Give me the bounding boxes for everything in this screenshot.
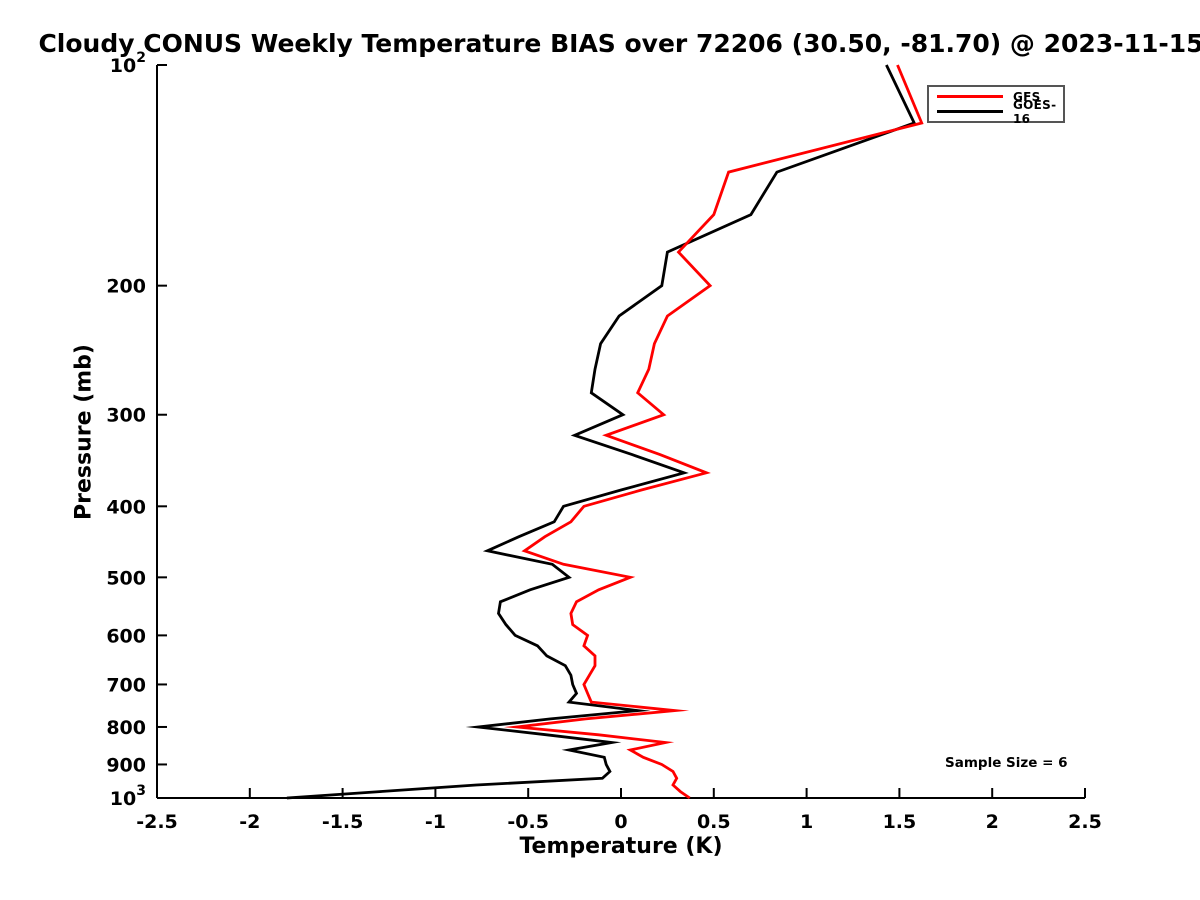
- y-tick-label: 400: [106, 496, 146, 518]
- y-tick-label: 103: [110, 783, 146, 810]
- x-tick-label: 0: [614, 811, 627, 833]
- x-axis-label: Temperature (K): [519, 834, 723, 859]
- sample-size-annotation: Sample Size = 6: [945, 755, 1068, 771]
- x-tick-label: -1: [425, 811, 446, 833]
- legend-entry-gfs: GFS: [937, 89, 1063, 104]
- legend-label-goes-16: GOES-16: [1013, 97, 1057, 126]
- x-tick-label: 0.5: [697, 811, 731, 833]
- gfs-line-swatch: [937, 95, 1003, 98]
- y-tick-label: 102: [110, 50, 146, 77]
- x-tick-label: -1.5: [322, 811, 364, 833]
- x-tick-label: 2: [986, 811, 999, 833]
- y-tick-label: 200: [106, 276, 146, 298]
- x-tick-label: 1.5: [883, 811, 917, 833]
- y-tick-label: 800: [106, 717, 146, 739]
- x-tick-label: -0.5: [507, 811, 549, 833]
- legend-label-gfs: GFS: [1013, 89, 1041, 104]
- series-line-gfs: [503, 64, 924, 800]
- y-tick-label: 500: [106, 567, 146, 589]
- series-line-goes-16: [286, 64, 917, 800]
- x-tick-label: -2.5: [136, 811, 178, 833]
- y-tick-label: 700: [106, 674, 146, 696]
- y-tick-label: 900: [106, 754, 146, 776]
- chart-title: Cloudy CONUS Weekly Temperature BIAS ove…: [38, 29, 1200, 58]
- y-tick-label: 600: [106, 625, 146, 647]
- y-axis-label: Pressure (mb): [71, 344, 97, 520]
- x-tick-label: 1: [800, 811, 813, 833]
- legend-box: GFS GOES-16: [927, 85, 1065, 126]
- x-tick-label: 2.5: [1068, 811, 1102, 833]
- legend-entry-goes-16: GOES-16: [937, 98, 1063, 126]
- x-tick-label: -2: [239, 811, 260, 833]
- goes-16-line-swatch: [937, 110, 1003, 113]
- y-tick-label: 300: [106, 405, 146, 427]
